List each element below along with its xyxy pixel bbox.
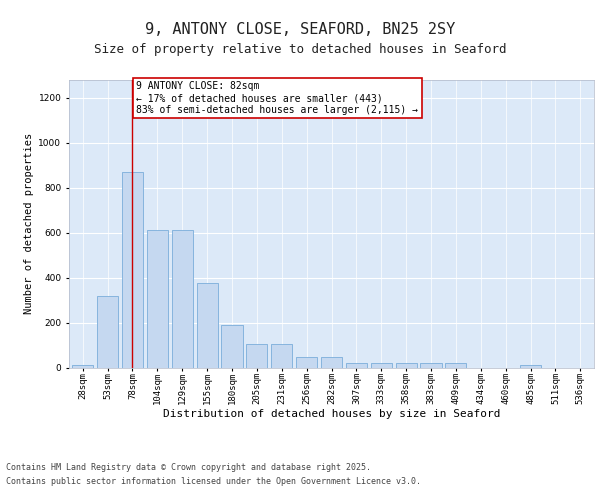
Bar bbox=[72, 365, 93, 368]
Text: 9 ANTONY CLOSE: 82sqm
← 17% of detached houses are smaller (443)
83% of semi-det: 9 ANTONY CLOSE: 82sqm ← 17% of detached … bbox=[136, 82, 418, 114]
Text: Contains HM Land Registry data © Crown copyright and database right 2025.: Contains HM Land Registry data © Crown c… bbox=[6, 464, 371, 472]
Text: 9, ANTONY CLOSE, SEAFORD, BN25 2SY: 9, ANTONY CLOSE, SEAFORD, BN25 2SY bbox=[145, 22, 455, 38]
Bar bbox=[147, 230, 168, 368]
Bar bbox=[346, 363, 367, 368]
X-axis label: Distribution of detached houses by size in Seaford: Distribution of detached houses by size … bbox=[163, 410, 500, 420]
Bar bbox=[271, 344, 292, 368]
Bar bbox=[395, 363, 417, 368]
Bar bbox=[321, 357, 342, 368]
Bar bbox=[445, 363, 466, 368]
Bar bbox=[296, 357, 317, 368]
Text: Contains public sector information licensed under the Open Government Licence v3: Contains public sector information licen… bbox=[6, 477, 421, 486]
Bar bbox=[172, 230, 193, 368]
Bar bbox=[520, 365, 541, 368]
Bar bbox=[221, 325, 242, 368]
Bar bbox=[246, 344, 268, 368]
Bar bbox=[97, 296, 118, 368]
Text: Size of property relative to detached houses in Seaford: Size of property relative to detached ho… bbox=[94, 42, 506, 56]
Y-axis label: Number of detached properties: Number of detached properties bbox=[24, 133, 34, 314]
Bar bbox=[371, 363, 392, 368]
Bar bbox=[421, 363, 442, 368]
Bar bbox=[197, 284, 218, 368]
Bar bbox=[122, 172, 143, 368]
